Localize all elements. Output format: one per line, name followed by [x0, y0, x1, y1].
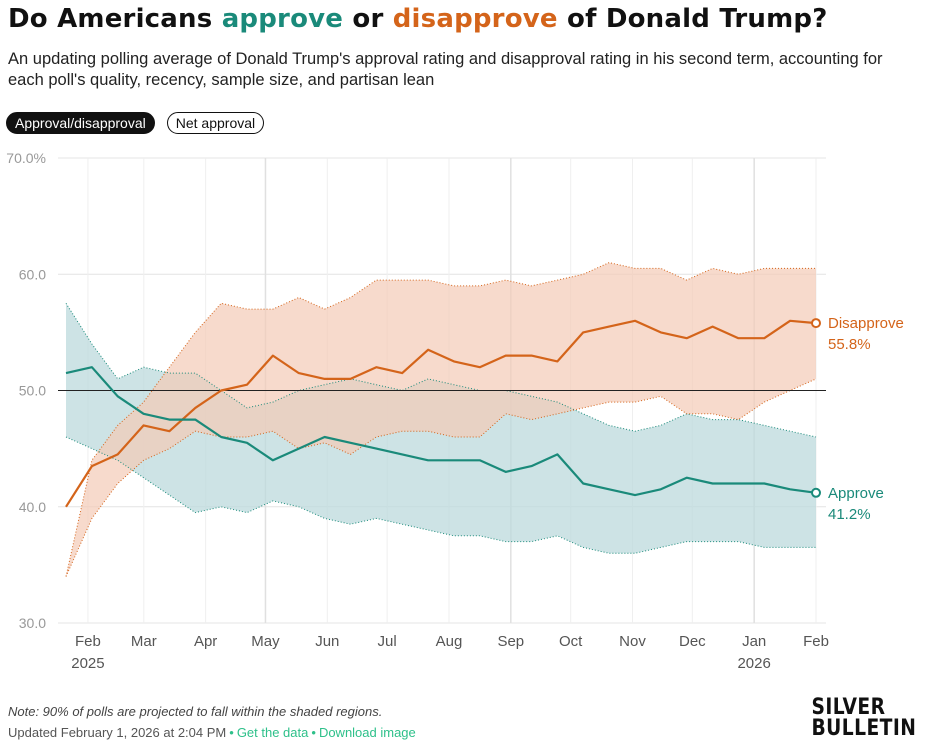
updated-timestamp: Updated February 1, 2026 at 2:04 PM — [8, 725, 227, 740]
title-middle: or — [343, 4, 393, 34]
title-prefix: Do Americans — [8, 4, 222, 34]
logo-line-1: SILVER — [811, 695, 886, 720]
updated-line: Updated February 1, 2026 at 2:04 PM • Get … — [8, 725, 416, 740]
x-tick-label: Sep — [497, 633, 524, 650]
y-tick-label: 50.0 — [19, 383, 46, 399]
page-title: Do Americans approve or disapprove of Do… — [8, 4, 828, 34]
x-tick-label: May — [251, 633, 280, 650]
view-toggle-group: Approval/disapproval Net approval — [6, 112, 265, 134]
x-tick-label: Jul — [378, 633, 397, 650]
disapprove-line — [65, 319, 817, 508]
x-tick-label: Mar — [131, 633, 157, 650]
x-tick-label: Jan — [742, 633, 766, 650]
get-data-link[interactable]: Get the data — [236, 725, 309, 740]
net-approval-toggle[interactable]: Net approval — [166, 112, 265, 134]
x-tick-year-label: 2026 — [737, 655, 770, 672]
disapprove-final-value: 55.8% — [828, 336, 871, 353]
disapprove-band — [66, 262, 816, 577]
x-tick-label: Jun — [315, 633, 339, 650]
y-tick-label: 70.0% — [6, 150, 46, 166]
title-approve-word: approve — [221, 4, 344, 34]
x-tick-label: Nov — [619, 633, 646, 650]
x-tick-label: Feb — [75, 633, 101, 650]
approval-disapproval-toggle[interactable]: Approval/disapproval — [6, 112, 155, 134]
x-tick-label: Feb — [803, 633, 829, 650]
title-disapprove-word: disapprove — [392, 4, 558, 34]
y-tick-label: 30.0 — [19, 615, 46, 631]
x-tick-label: Oct — [559, 633, 583, 650]
title-suffix: of Donald Trump? — [557, 4, 828, 34]
disapprove-band-upper-edge — [65, 262, 816, 577]
approve-band-lower-edge — [65, 436, 816, 554]
y-tick-label: 40.0 — [19, 499, 46, 515]
approve-band-upper-edge — [65, 303, 817, 438]
silver-bulletin-logo: SILVER BULLETIN — [811, 695, 916, 741]
download-image-link[interactable]: Download image — [318, 725, 416, 740]
x-tick-label: Dec — [679, 633, 706, 650]
x-tick-label: Aug — [436, 633, 463, 650]
x-tick-year-label: 2025 — [71, 655, 104, 672]
approval-chart: 30.0 40.0 50.0 60.0 70.0% Disapprove 55.8% Appr… — [6, 150, 904, 672]
logo-line-2: BULLETIN — [811, 716, 916, 741]
page-subtitle: An updating polling average of Donald Tr… — [8, 50, 883, 89]
disapprove-series-label: Disapprove — [828, 315, 904, 332]
y-tick-label: 60.0 — [19, 266, 46, 282]
approve-line — [65, 366, 817, 497]
approve-final-value: 41.2% — [828, 506, 871, 523]
disapprove-end-marker — [811, 318, 821, 329]
x-tick-label: Apr — [194, 633, 217, 650]
approve-series-label: Approve — [828, 485, 884, 502]
approve-end-marker — [811, 487, 821, 498]
footnote: Note: 90% of polls are projected to fall… — [8, 704, 383, 719]
